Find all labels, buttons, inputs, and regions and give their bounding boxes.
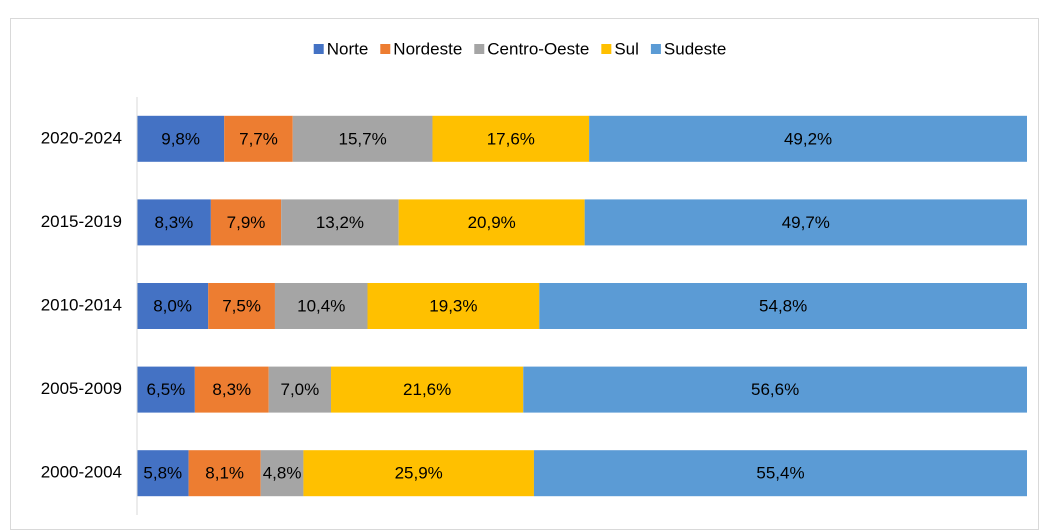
- data-label: 4,8%: [263, 464, 302, 483]
- bar-segment: [274, 283, 368, 329]
- bar-segment: [194, 366, 269, 413]
- bar-segment: [398, 199, 585, 246]
- bar-segment: [208, 283, 275, 329]
- legend-swatch: [313, 44, 324, 54]
- legend-label: Norte: [327, 39, 369, 58]
- bar-segment: [137, 366, 195, 413]
- legend-label: Nordeste: [393, 39, 462, 58]
- bar-segment: [303, 450, 534, 497]
- bar-segment: [584, 199, 1027, 246]
- data-label: 13,2%: [316, 213, 364, 232]
- data-label: 7,0%: [280, 380, 319, 399]
- data-label: 7,7%: [239, 129, 278, 148]
- y-tick-label: 2020-2024: [41, 128, 122, 147]
- bar-segment: [268, 366, 332, 413]
- bar-segment: [523, 366, 1027, 413]
- data-label: 8,3%: [212, 380, 251, 399]
- data-label: 8,3%: [155, 213, 194, 232]
- data-label: 7,5%: [222, 296, 261, 315]
- bar-segment: [432, 115, 590, 162]
- legend: Norte Nordeste Centro-Oeste Sul Sudeste: [313, 39, 726, 58]
- legend-swatch: [650, 44, 661, 54]
- y-tick-label: 2010-2014: [41, 295, 122, 314]
- bar-segment: [137, 115, 225, 162]
- chart-frame: [10, 18, 1039, 530]
- data-label: 55,4%: [756, 464, 804, 483]
- bar-segment: [188, 450, 261, 497]
- data-label: 17,6%: [487, 129, 535, 148]
- legend-swatch: [474, 44, 485, 54]
- bar-segment: [331, 366, 524, 413]
- y-tick-label: 2005-2009: [41, 379, 122, 398]
- y-tick-label: 2015-2019: [41, 212, 122, 231]
- bar-segment: [260, 450, 304, 497]
- data-label: 25,9%: [395, 464, 443, 483]
- legend-label: Sudeste: [664, 39, 726, 58]
- legend-label: Centro-Oeste: [487, 39, 589, 58]
- legend-swatch: [380, 44, 391, 54]
- bar-segment: [589, 115, 1027, 162]
- data-label: 8,1%: [205, 464, 244, 483]
- data-label: 8,0%: [153, 296, 192, 315]
- bar-segment: [539, 283, 1027, 329]
- data-label: 56,6%: [751, 380, 799, 399]
- bar-segment: [367, 283, 540, 329]
- data-label: 5,8%: [143, 464, 182, 483]
- data-label: 19,3%: [429, 296, 477, 315]
- data-label: 49,7%: [782, 213, 830, 232]
- y-tick-label: 2000-2004: [41, 463, 122, 482]
- legend-swatch: [601, 44, 612, 54]
- data-label: 20,9%: [468, 213, 516, 232]
- bar-segment: [137, 199, 211, 246]
- legend-label: Sul: [614, 39, 639, 58]
- data-label: 21,6%: [403, 380, 451, 399]
- data-label: 15,7%: [339, 129, 387, 148]
- data-label: 10,4%: [297, 296, 345, 315]
- data-label: 6,5%: [147, 380, 186, 399]
- bar-segment: [210, 199, 282, 246]
- data-label: 54,8%: [759, 296, 807, 315]
- bar-segment: [137, 283, 209, 329]
- bar-segment: [137, 450, 189, 497]
- data-label: 9,8%: [161, 129, 200, 148]
- bar-segment: [281, 199, 399, 246]
- data-label: 7,9%: [227, 213, 266, 232]
- data-label: 49,2%: [784, 129, 832, 148]
- bar-segment: [292, 115, 433, 162]
- bar-segment: [224, 115, 293, 162]
- bar-segment: [533, 450, 1027, 497]
